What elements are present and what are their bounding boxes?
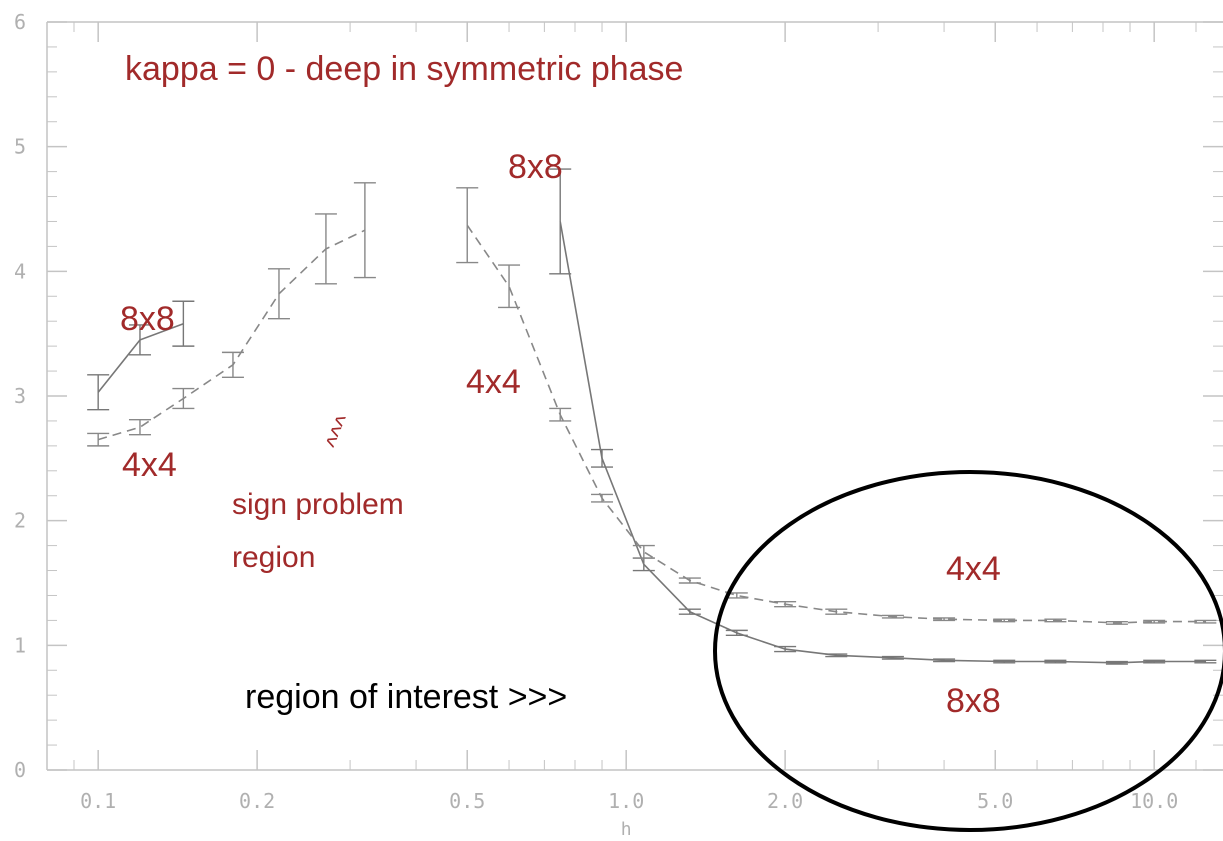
series-line-4x4 [466, 224, 1206, 624]
x-tick-label: 0.5 [449, 789, 485, 813]
x-tick-label: 5.0 [977, 789, 1013, 813]
series-8x8 [87, 168, 1217, 665]
label-4x4-right: 4x4 [946, 550, 1001, 588]
label-8x8-right: 8x8 [946, 682, 1001, 720]
x-tick-label: 0.2 [239, 789, 275, 813]
sign-problem-line1: sign problem [232, 488, 404, 521]
x-tick-label: 0.1 [80, 789, 116, 813]
y-tick-label: 6 [14, 10, 26, 34]
series-4x4 [87, 182, 1217, 625]
y-tick-label: 2 [14, 509, 26, 533]
series-layer [87, 168, 1217, 665]
label-4x4-left: 4x4 [122, 446, 177, 484]
y-tick-label: 1 [14, 633, 26, 657]
label-8x8-left: 8x8 [120, 300, 175, 338]
sign-problem-line2: region [232, 541, 315, 574]
region-of-interest-ellipse [713, 470, 1223, 832]
y-tick-label: 3 [14, 384, 26, 408]
x-tick-label: 2.0 [767, 789, 803, 813]
x-axis-label: h [621, 819, 632, 840]
arrows-annotation: ^^^ [321, 411, 359, 453]
y-tick-label: 0 [14, 758, 26, 782]
x-tick-label: 10.0 [1130, 789, 1178, 813]
y-tick-label: 5 [14, 135, 26, 159]
y-tick-label: 4 [14, 259, 26, 283]
axes: 0 1 2 3 4 5 6 0.1 0.2 0.5 1.0 2.0 5.0 10.0 h [14, 10, 1223, 840]
label-8x8-top: 8x8 [508, 148, 563, 186]
label-4x4-mid: 4x4 [466, 363, 521, 401]
x-tick-label: 1.0 [608, 789, 644, 813]
series-line-8x8 [559, 221, 1206, 664]
region-of-interest-annotation: region of interest >>> [245, 678, 567, 716]
chart-title-annotation: kappa = 0 - deep in symmetric phase [125, 50, 683, 88]
